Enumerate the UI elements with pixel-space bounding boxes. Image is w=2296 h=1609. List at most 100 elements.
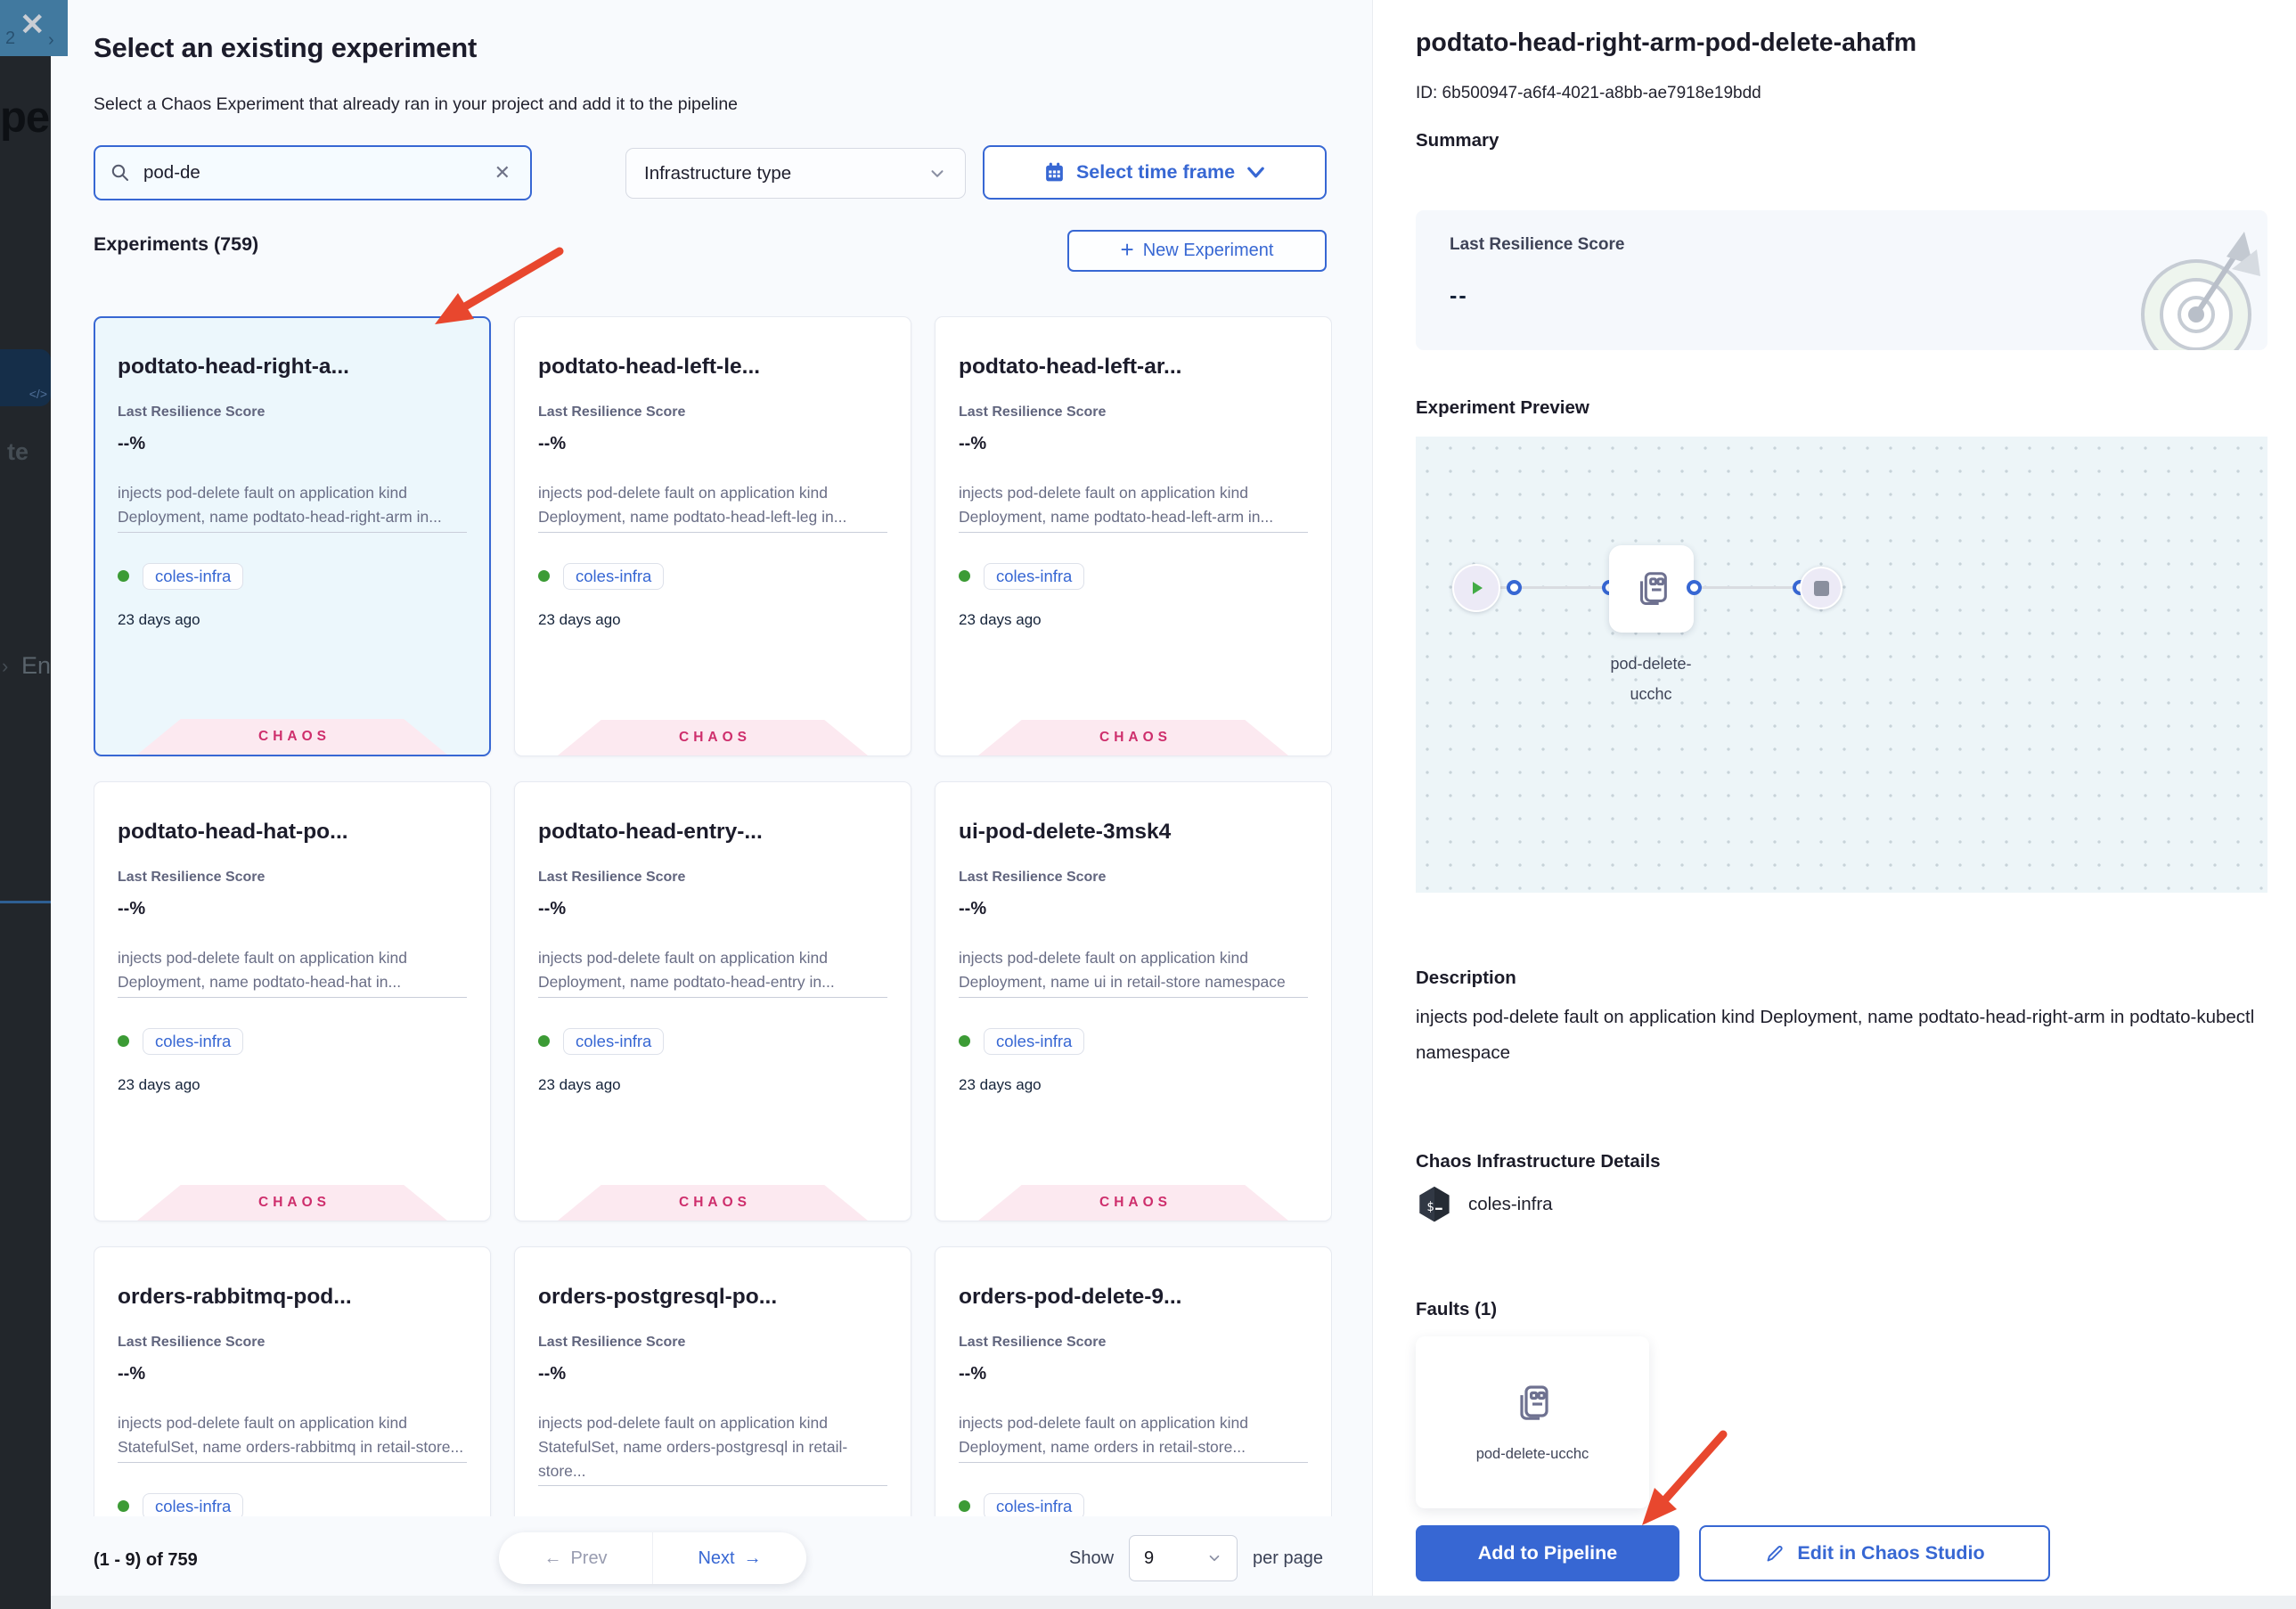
select-time-frame-label: Select time frame <box>1075 161 1236 183</box>
infra-chip[interactable]: coles-infra <box>143 1027 244 1055</box>
experiment-card-updated: 23 days ago <box>538 1075 621 1093</box>
add-to-pipeline-button[interactable]: Add to Pipeline <box>1416 1525 1679 1581</box>
node-label-line2: ucchc <box>1630 685 1672 703</box>
resilience-summary-card: Last Resilience Score -- <box>1416 210 2267 350</box>
infra-chip[interactable]: coles-infra <box>984 1492 1085 1516</box>
experiment-card-description: injects pod-delete fault on application … <box>118 1411 467 1463</box>
resilience-score-label: Last Resilience Score <box>118 404 266 420</box>
close-icon[interactable]: ✕ <box>20 8 45 42</box>
infra-row: coles-infra <box>959 562 1308 590</box>
infra-chip[interactable]: coles-infra <box>563 1027 665 1055</box>
detail-actions: Add to Pipeline Edit in Chaos Studio <box>1416 1525 2050 1581</box>
experiment-preview-canvas[interactable]: pod-delete- ucchc <box>1416 437 2267 893</box>
experiment-cards-grid: podtato-head-right-a... Last Resilience … <box>94 316 1332 1516</box>
experiment-card-updated: 23 days ago <box>118 1075 200 1093</box>
experiment-title: podtato-head-right-arm-pod-delete-ahafm <box>1416 29 1917 57</box>
background-ghost-text: › <box>48 30 54 50</box>
show-label: Show <box>1069 1548 1115 1568</box>
infra-chip[interactable]: coles-infra <box>143 562 244 590</box>
fault-card[interactable]: pod-delete-ucchc <box>1416 1336 1649 1508</box>
background-text-fragment: te <box>7 438 29 465</box>
clear-search-icon[interactable]: ✕ <box>494 161 511 184</box>
experiment-card-description: injects pod-delete fault on application … <box>538 481 887 533</box>
infra-chip[interactable]: coles-infra <box>563 562 665 590</box>
fault-step-icon <box>1631 568 1672 609</box>
experiment-card-title: podtato-head-hat-po... <box>118 820 348 844</box>
resilience-score-value: --% <box>538 899 567 919</box>
pipeline-end-node[interactable] <box>1800 567 1843 609</box>
experiment-card-description: injects pod-delete fault on application … <box>959 1411 1308 1463</box>
background-text-fragment: En <box>21 652 51 679</box>
pipeline-connector-line <box>1500 586 1609 589</box>
experiment-card[interactable]: podtato-head-entry-... Last Resilience S… <box>514 781 911 1221</box>
resilience-score-value: --% <box>959 1364 987 1384</box>
experiment-card-updated: 23 days ago <box>118 610 200 628</box>
pipeline-connector-dot <box>1687 580 1702 595</box>
play-icon <box>1467 579 1485 597</box>
experiment-card-title: podtato-head-left-le... <box>538 355 761 379</box>
experiment-card[interactable]: orders-pod-delete-9... Last Resilience S… <box>935 1246 1332 1516</box>
experiment-card[interactable]: podtato-head-hat-po... Last Resilience S… <box>94 781 491 1221</box>
infrastructure-name: coles-infra <box>1468 1194 1553 1214</box>
experiment-card[interactable]: podtato-head-left-ar... Last Resilience … <box>935 316 1332 756</box>
experiment-card-description: injects pod-delete fault on application … <box>118 481 467 533</box>
infrastructure-row: $ coles-infra <box>1416 1185 1553 1224</box>
experiments-count-heading: Experiments (759) <box>94 233 259 255</box>
experiment-detail-panel: podtato-head-right-arm-pod-delete-ahafm … <box>1372 0 2296 1609</box>
edit-in-chaos-studio-button[interactable]: Edit in Chaos Studio <box>1699 1525 2050 1581</box>
description-heading: Description <box>1416 968 1516 988</box>
experiment-card[interactable]: podtato-head-left-le... Last Resilience … <box>514 316 911 756</box>
pipeline-fault-node[interactable] <box>1609 545 1694 633</box>
kubernetes-infra-icon: $ <box>1416 1185 1453 1224</box>
prev-page-button[interactable]: ← Prev <box>499 1532 653 1584</box>
drawer-close-button[interactable]: ✕ 2 › <box>0 0 68 56</box>
stop-icon <box>1813 580 1829 596</box>
background-ghost-text: 2 <box>5 29 16 48</box>
experiment-search[interactable]: ✕ <box>94 145 532 200</box>
experiment-card-title: orders-pod-delete-9... <box>959 1285 1182 1309</box>
experiment-cards-viewport: podtato-head-right-a... Last Resilience … <box>94 316 1332 1516</box>
chaos-ribbon: CHAOS <box>978 720 1288 755</box>
infra-status-dot <box>959 1500 970 1513</box>
experiment-card-description: injects pod-delete fault on application … <box>538 1411 887 1487</box>
resilience-score-label: Last Resilience Score <box>1450 235 1625 254</box>
infra-chip[interactable]: coles-infra <box>984 562 1085 590</box>
experiment-card[interactable]: ui-pod-delete-3msk4 Last Resilience Scor… <box>935 781 1332 1221</box>
infrastructure-type-select[interactable]: Infrastructure type <box>625 148 966 199</box>
resilience-score-label: Last Resilience Score <box>538 404 686 420</box>
resilience-score-label: Last Resilience Score <box>959 404 1107 420</box>
page-size-select[interactable]: 9 <box>1129 1535 1238 1581</box>
pagination-range: (1 - 9) of 759 <box>94 1550 198 1570</box>
chaos-ribbon: CHAOS <box>558 720 868 755</box>
experiment-card-title: orders-rabbitmq-pod... <box>118 1285 352 1309</box>
experiment-card-description: injects pod-delete fault on application … <box>538 946 887 998</box>
pipeline-start-node[interactable] <box>1452 564 1500 612</box>
infra-row: coles-infra <box>538 562 887 590</box>
chevron-down-icon <box>927 164 947 184</box>
page-subtitle: Select a Chaos Experiment that already r… <box>94 94 739 114</box>
infra-chip[interactable]: coles-infra <box>143 1492 244 1516</box>
chaos-ribbon: CHAOS <box>137 1185 447 1221</box>
infra-row: coles-infra <box>538 1027 887 1055</box>
edit-in-chaos-studio-label: Edit in Chaos Studio <box>1797 1542 1985 1564</box>
pipeline-connector-line <box>1694 586 1800 589</box>
experiment-card[interactable]: orders-postgresql-po... Last Resilience … <box>514 1246 911 1516</box>
experiment-card-title: podtato-head-entry-... <box>538 820 763 844</box>
next-page-button[interactable]: Next → <box>653 1532 806 1584</box>
new-experiment-button[interactable]: + New Experiment <box>1067 230 1327 272</box>
page-size-value: 9 <box>1144 1548 1155 1568</box>
chevron-right-icon: › <box>2 655 9 677</box>
search-input[interactable] <box>142 161 489 184</box>
infra-status-dot <box>538 1035 550 1048</box>
experiment-card[interactable]: orders-rabbitmq-pod... Last Resilience S… <box>94 1246 491 1516</box>
faults-heading: Faults (1) <box>1416 1299 1498 1319</box>
infra-row: coles-infra <box>959 1492 1308 1516</box>
arrow-left-icon: ← <box>543 1548 562 1568</box>
select-time-frame-button[interactable]: Select time frame <box>983 145 1327 200</box>
experiment-card-title: podtato-head-right-a... <box>118 355 349 379</box>
infra-row: coles-infra <box>118 562 467 590</box>
experiment-card[interactable]: podtato-head-right-a... Last Resilience … <box>94 316 491 756</box>
fault-icon <box>1511 1382 1554 1425</box>
infra-chip[interactable]: coles-infra <box>984 1027 1085 1055</box>
pipeline-connector-dot <box>1507 580 1522 595</box>
